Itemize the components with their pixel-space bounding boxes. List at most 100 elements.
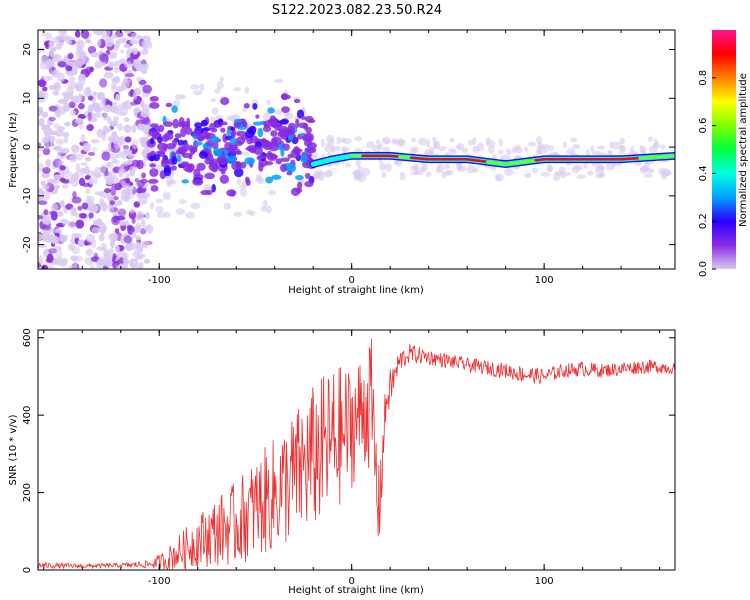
heatmap-cell (75, 255, 83, 262)
heatmap-cell (75, 84, 84, 92)
heatmap-cell (257, 127, 264, 138)
heatmap-cell (143, 225, 151, 231)
heatmap-cell (235, 136, 246, 145)
heatmap-cell (527, 141, 537, 147)
heatmap-cell (192, 90, 203, 96)
heatmap-cell (105, 37, 114, 48)
heatmap-cell (63, 136, 68, 144)
heatmap-cell (532, 167, 539, 174)
heatmap-cell (591, 150, 602, 155)
heatmap-cell (78, 177, 86, 186)
heatmap-cell (83, 241, 93, 246)
heatmap-cell (290, 187, 301, 196)
heatmap-cell (262, 199, 268, 208)
heatmap-cell (217, 155, 228, 166)
snr-y-label: SNR (10 * v/v) (8, 414, 19, 485)
heatmap-cell (38, 162, 44, 173)
heatmap-cell (117, 200, 123, 206)
heatmap-cell (46, 57, 56, 68)
heatmap-cell (50, 69, 61, 78)
heatmap-cell (255, 114, 260, 119)
heatmap-cell (65, 65, 73, 72)
heatmap-cell (140, 240, 150, 247)
heatmap-cell (61, 218, 67, 226)
heatmap-cell (419, 166, 426, 171)
heatmap-cell (220, 121, 228, 126)
heatmap-cell (48, 116, 56, 122)
heatmap-cell (265, 176, 274, 184)
heatmap-cell (290, 148, 301, 159)
heatmap-cell (85, 248, 94, 257)
heatmap-cell (63, 93, 69, 103)
heatmap-cell (38, 233, 43, 242)
heatmap-cell (505, 148, 512, 156)
heatmap-cell (258, 162, 264, 172)
heatmap-cell (101, 30, 111, 38)
heatmap-cell (84, 175, 91, 180)
heatmap-cell (178, 117, 185, 126)
heatmap-cell (75, 117, 84, 125)
heatmap-cell (84, 156, 92, 162)
heatmap-cell (307, 118, 316, 124)
heatmap-cell (110, 82, 117, 92)
heatmap-cell (170, 165, 177, 171)
heatmap-cell (123, 235, 133, 244)
heatmap-cell (62, 132, 70, 138)
heatmap-cell (643, 173, 654, 178)
heatmap-cell (425, 171, 432, 178)
heatmap-cell (122, 149, 133, 156)
heatmap-cell (124, 73, 135, 78)
heatmap-cell (87, 46, 97, 55)
heatmap-cell (75, 219, 85, 229)
heatmap-cell (112, 215, 119, 224)
heatmap-cell (124, 243, 134, 252)
heatmap-cell (100, 227, 106, 236)
heatmap-cell (87, 170, 97, 177)
colorbar: 0.0 0.2 0.4 0.6 0.8 Normalized spectral ampl… (698, 30, 749, 277)
heatmap-cell (113, 67, 120, 74)
heatmap-cell (239, 161, 247, 169)
heatmap-cell (136, 210, 145, 221)
heatmap-cell (85, 39, 92, 44)
heatmap-cell (253, 146, 263, 156)
heatmap-cell (77, 239, 84, 248)
heatmap-cell (117, 136, 124, 144)
heatmap-cell (234, 118, 243, 123)
heatmap-cell (214, 114, 224, 120)
heatmap-cell (40, 56, 49, 65)
heatmap-cell (60, 147, 70, 154)
heatmap-cell (611, 141, 622, 150)
heatmap-cell (211, 107, 219, 115)
heatmap-cell (341, 146, 346, 156)
heatmap-cell (244, 157, 256, 165)
heatmap-cell (494, 174, 501, 181)
heatmap-cell (109, 120, 118, 127)
heatmap-cell (267, 107, 275, 114)
snr-x-label: Height of straight line (km) (288, 585, 424, 596)
heatmap-cell (129, 208, 135, 214)
heatmap-cell (58, 30, 68, 37)
heatmap-cell (102, 257, 113, 267)
heatmap-cell (71, 246, 81, 255)
heatmap-cell (41, 30, 46, 37)
heatmap-cell (265, 206, 272, 214)
heatmap-cell (444, 164, 450, 169)
heatmap-cell (173, 99, 181, 107)
heatmap-cell (572, 144, 581, 150)
heatmap-cell (570, 137, 578, 143)
heatmap-cell (135, 187, 143, 194)
heatmap-cell (53, 228, 62, 234)
heatmap-cell (339, 137, 347, 143)
heatmap-cell (44, 140, 50, 150)
heatmap-cell (42, 235, 48, 240)
heatmap-cell (437, 145, 447, 152)
heatmap-cell (281, 93, 289, 101)
heatmap-cell (88, 177, 94, 185)
heatmap-cell (639, 166, 650, 172)
heatmap-cell (286, 171, 293, 176)
heatmap-cell (41, 215, 52, 225)
heatmap-cell (239, 187, 248, 197)
heatmap-cell (233, 87, 241, 92)
heatmap-cell (141, 192, 151, 199)
heatmap-cell (180, 127, 187, 138)
